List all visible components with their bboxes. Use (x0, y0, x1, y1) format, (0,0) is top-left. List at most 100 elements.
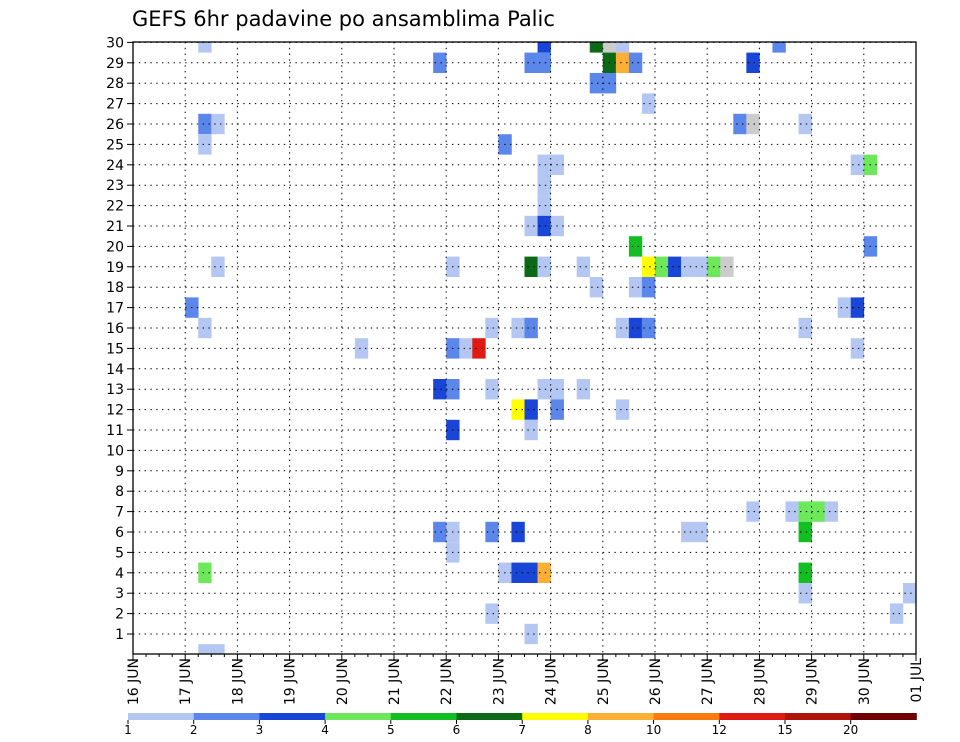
legend-color-swatch (719, 713, 786, 720)
heatmap-cell (576, 256, 591, 277)
y-tick-label: 26 (106, 117, 124, 133)
heatmap-cell (198, 562, 212, 583)
y-tick-label: 2 (115, 607, 124, 623)
y-tick-label: 28 (106, 76, 124, 92)
heatmap-cell (537, 42, 551, 53)
heatmap-cell (198, 134, 212, 155)
x-tick-label: 21 JUN (387, 658, 403, 705)
legend-color-swatch (653, 713, 720, 720)
heatmap-cell (746, 501, 760, 522)
heatmap-cell (459, 338, 473, 359)
legend-label: 8 (584, 723, 592, 737)
heatmap-cell (798, 317, 812, 339)
x-tick-label: 23 JUN (491, 658, 507, 705)
heatmap-cell (746, 52, 760, 73)
heatmap-cell (615, 52, 630, 73)
chart-title: GEFS 6hr padavine po ansamblima Palic (132, 7, 555, 31)
y-tick-label: 9 (115, 464, 124, 480)
heatmap-cell (198, 644, 212, 654)
heatmap-cell (850, 297, 865, 318)
y-tick-label: 17 (106, 301, 124, 317)
heatmap-cell (198, 317, 212, 339)
heatmap-cell (641, 317, 656, 339)
legend-label: 5 (387, 723, 395, 737)
heatmap-cell (589, 277, 604, 298)
heatmap-cell (824, 501, 838, 522)
x-tick-label: 01 JUL (909, 658, 925, 703)
legend-color-swatch (522, 713, 589, 720)
y-tick-label: 21 (106, 219, 124, 235)
legend-label: 6 (453, 723, 461, 737)
heatmap-cell (211, 113, 225, 135)
heatmap-cell (602, 42, 617, 53)
heatmap-cell (589, 42, 604, 53)
heatmap-cells (185, 42, 917, 654)
heatmap-cell (524, 419, 538, 441)
y-tick-label: 10 (106, 443, 124, 459)
y-tick-label: 15 (106, 341, 124, 357)
y-tick-label: 24 (106, 158, 124, 174)
y-tick-label: 20 (106, 239, 124, 255)
heatmap-cell (772, 42, 786, 53)
legend-color-swatch (325, 713, 392, 720)
heatmap-cell (524, 562, 538, 583)
heatmap-cell (798, 583, 812, 604)
y-tick-label: 18 (106, 280, 124, 296)
heatmap-cell (641, 277, 656, 298)
heatmap-cell (524, 256, 538, 277)
legend-label: 4 (321, 723, 329, 737)
color-legend: 1 2 3 4 5 6 7 8 10 12 15 20 (124, 713, 917, 737)
y-tick-label: 5 (115, 545, 124, 561)
y-tick-label: 13 (106, 382, 124, 398)
y-tick-label: 29 (106, 56, 124, 72)
x-tick-label: 29 JUN (805, 658, 821, 705)
y-tick-label: 14 (106, 362, 124, 378)
legend-label: 10 (646, 723, 661, 737)
heatmap-cell (850, 338, 865, 359)
x-tick-label: 25 JUN (596, 658, 612, 705)
heatmap-cell (524, 52, 538, 73)
x-tick-label: 22 JUN (439, 658, 455, 705)
y-tick-label: 19 (106, 260, 124, 276)
heatmap-cell (615, 42, 630, 53)
x-tick-label: 27 JUN (700, 658, 716, 705)
y-tick-label: 1 (115, 627, 124, 643)
heatmap-cell (615, 399, 630, 420)
legend-color-swatch (456, 713, 523, 720)
y-tick-label: 12 (106, 403, 124, 419)
heatmap-cell (641, 93, 656, 114)
x-axis-ticks: 16 JUN 17 JUN 18 JUN 19 JUN 20 JUN 21 JUN 22 J… (126, 654, 925, 705)
heatmap-cell (694, 256, 708, 277)
y-tick-label: 23 (106, 178, 124, 194)
heatmap-cell (537, 379, 551, 400)
x-tick-label: 28 JUN (752, 658, 768, 705)
legend-color-swatch (259, 713, 326, 720)
heatmap-cell (628, 317, 643, 339)
heatmap-cell (628, 52, 643, 73)
legend-label: 15 (777, 723, 792, 737)
heatmap-cell (798, 501, 812, 522)
heatmap-cell (472, 338, 486, 359)
x-tick-label: 24 JUN (544, 658, 560, 705)
heatmap-cell (354, 338, 369, 359)
heatmap-cell (746, 113, 760, 135)
legend-color-swatch (193, 713, 260, 720)
heatmap-cell (433, 521, 447, 543)
heatmap-cell (433, 52, 447, 73)
heatmap-cell (524, 317, 538, 339)
heatmap-cell (537, 215, 551, 237)
heatmap-cell (720, 256, 734, 277)
legend-label: 12 (712, 723, 727, 737)
x-tick-label: 16 JUN (126, 658, 142, 705)
legend-color-swatch (850, 713, 917, 720)
y-tick-label: 25 (106, 137, 124, 153)
heatmap-cell (681, 521, 695, 543)
heatmap-cell (485, 317, 499, 339)
y-tick-label: 6 (115, 525, 124, 541)
legend-color-swatch (390, 713, 457, 720)
heatmap-cell (668, 256, 682, 277)
heatmap-cell (511, 521, 525, 543)
heatmap-cell (798, 521, 812, 543)
y-tick-label: 16 (106, 321, 124, 337)
